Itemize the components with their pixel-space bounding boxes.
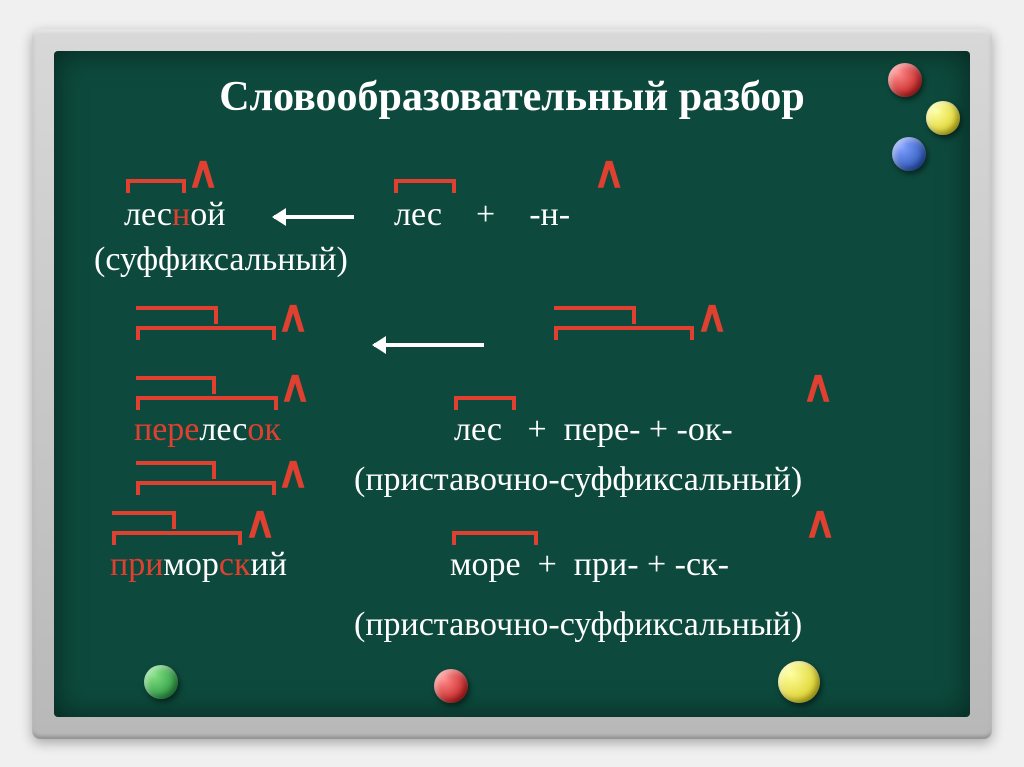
suffix-caret-icon: ∧	[804, 501, 836, 545]
magnet-yellow-top	[926, 101, 960, 135]
suffix-caret-icon: ∧	[187, 151, 219, 195]
magnet-red-top	[888, 63, 922, 97]
left-arrow-icon	[374, 343, 484, 347]
entry-1-line: лесной	[124, 196, 225, 234]
chalkboard-frame: Словообразовательный разбор ∧ ∧ лесной л…	[32, 29, 992, 739]
prefix-mark	[136, 376, 216, 394]
root-mark	[112, 531, 242, 545]
suffix-caret-icon: ∧	[244, 501, 276, 545]
derived-word: лесной	[124, 196, 225, 233]
root-mark	[136, 396, 278, 410]
magnet-blue-top	[892, 137, 926, 171]
suffix-caret-icon: ∧	[279, 365, 311, 409]
entry-1-method: (суффиксальный)	[94, 241, 348, 279]
root-mark	[136, 481, 276, 495]
root-mark	[554, 326, 694, 340]
left-arrow-icon	[274, 215, 354, 219]
magnet-red-bot	[434, 669, 468, 703]
prefix-mark	[136, 306, 218, 324]
root-mark	[454, 396, 516, 410]
entry-2-base: лес + пере- + -ок-	[454, 411, 733, 449]
entry-1-base: лес + -н-	[394, 196, 570, 234]
prefix-mark	[136, 461, 216, 479]
root-mark	[126, 179, 186, 193]
root-mark	[136, 326, 276, 340]
entry-3-derived: приморский	[110, 546, 287, 584]
entry-2-method: (приставочно-суффиксальный)	[354, 461, 802, 499]
root-mark	[394, 179, 456, 193]
suffix-caret-icon: ∧	[802, 365, 834, 409]
magnet-yellow-bot	[778, 661, 820, 703]
suffix-caret-icon: ∧	[277, 295, 309, 339]
suffix-caret-icon: ∧	[277, 451, 309, 495]
chalkboard: Словообразовательный разбор ∧ ∧ лесной л…	[54, 51, 970, 717]
suffix-caret-icon: ∧	[593, 151, 625, 195]
root-mark	[452, 531, 538, 545]
magnet-green-bot	[144, 665, 178, 699]
entry-3-method: (приставочно-суффиксальный)	[354, 606, 802, 644]
suffix-caret-icon: ∧	[696, 295, 728, 339]
prefix-mark	[554, 306, 636, 324]
page-title: Словообразовательный разбор	[54, 73, 970, 121]
entry-3-base: море + при- + -ск-	[450, 546, 729, 584]
prefix-mark	[112, 511, 176, 529]
entry-2-derived: перелесок	[134, 411, 281, 449]
